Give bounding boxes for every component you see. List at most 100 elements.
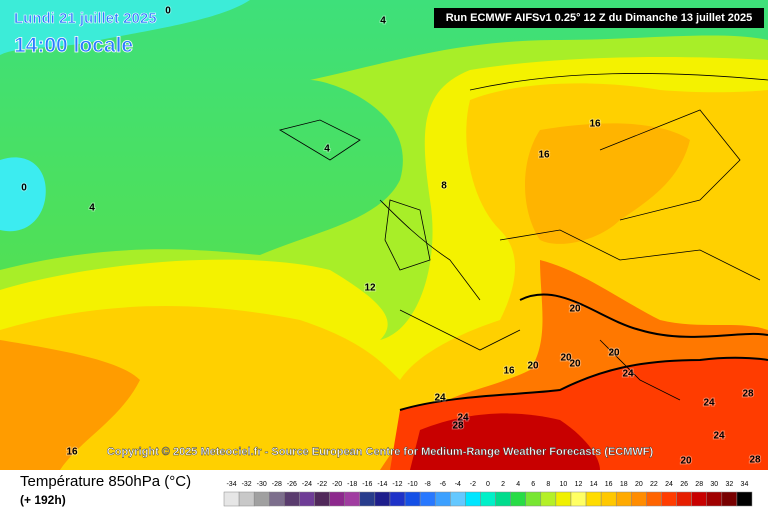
legend-label: -12	[392, 481, 402, 488]
contour-label: 20	[608, 348, 620, 359]
legend-swatch	[585, 491, 602, 507]
legend-swatch	[359, 491, 376, 507]
legend-swatch	[404, 491, 421, 507]
contour-label: 24	[713, 431, 725, 442]
legend-swatch	[299, 491, 315, 507]
legend-label: 0	[486, 481, 490, 488]
legend-label: -30	[257, 481, 267, 488]
legend-label: -16	[362, 481, 372, 488]
run-box	[434, 8, 764, 28]
legend-swatch	[495, 491, 511, 507]
contour-label: 20	[569, 359, 581, 370]
legend-label: 10	[560, 481, 568, 488]
legend-swatch	[570, 491, 587, 507]
legend-swatch	[238, 491, 255, 507]
legend-swatch	[555, 491, 572, 507]
contour-label: 12	[364, 283, 376, 294]
contour-label: 16	[538, 150, 550, 161]
legend-label: 28	[695, 481, 703, 488]
hot-area	[410, 413, 600, 470]
legend-label: 6	[531, 481, 535, 488]
legend-label: -4	[455, 481, 461, 488]
legend-label: 24	[665, 481, 673, 488]
legend-label: 22	[650, 481, 658, 488]
legend-swatch	[736, 491, 753, 507]
contour-label: 28	[452, 421, 464, 432]
legend-swatch	[600, 491, 617, 507]
legend-label: -20	[332, 481, 342, 488]
hot-area	[525, 123, 690, 244]
legend-label: -18	[347, 481, 357, 488]
contour-label: 4	[324, 144, 330, 155]
legend-swatch	[631, 491, 647, 507]
legend-label: -24	[302, 481, 312, 488]
legend-swatch	[223, 491, 240, 507]
contour-label: 20	[560, 353, 572, 364]
forecast-time: 14:00 locale	[14, 34, 133, 57]
legend-swatch	[253, 491, 270, 507]
legend-swatch	[284, 491, 300, 507]
legend-label: 30	[710, 481, 718, 488]
forecast-date: Lundi 21 juillet 2025	[14, 10, 157, 27]
copyright: Copyright © 2025 Meteociel.fr - Source E…	[107, 446, 654, 458]
legend-swatch	[540, 491, 557, 507]
isotherm	[519, 293, 768, 338]
legend-label: -8	[425, 481, 431, 488]
legend-label: 20	[635, 481, 643, 488]
coastline	[278, 73, 768, 401]
contour-label: 16	[589, 119, 601, 130]
contour-label: 4	[89, 203, 95, 214]
contour-label: 24	[622, 369, 634, 380]
legend-label: -14	[377, 481, 387, 488]
contour-label: 4	[380, 16, 386, 27]
contour-label: 20	[569, 304, 581, 315]
contour-label: 20	[527, 361, 539, 372]
legend-swatch	[269, 491, 285, 507]
legend-swatch	[706, 491, 723, 507]
contour-label: 20	[680, 456, 692, 467]
legend-label: 14	[590, 481, 598, 488]
legend-swatch	[374, 491, 391, 507]
legend-swatch	[344, 491, 361, 507]
legend-swatch	[615, 491, 632, 507]
run-info: Run ECMWF AIFSv1 0.25° 12 Z du Dimanche …	[446, 12, 753, 24]
legend-label: 18	[620, 481, 628, 488]
legend-swatch	[661, 491, 677, 507]
legend-label: -2	[470, 481, 476, 488]
legend-swatch	[480, 491, 496, 507]
legend-swatch	[525, 491, 542, 507]
contour-label: 28	[742, 389, 754, 400]
legend-label: -6	[440, 481, 446, 488]
legend-swatch	[465, 491, 481, 507]
legend-swatch	[314, 491, 330, 507]
footer-lead: (+ 192h)	[20, 493, 66, 507]
legend-label: -28	[272, 481, 282, 488]
contour-label: 28	[749, 455, 761, 466]
legend-label: 16	[605, 481, 613, 488]
legend-swatch	[419, 491, 436, 507]
legend-label: -34	[226, 481, 236, 488]
legend-label: 32	[725, 481, 733, 488]
contour-label: 16	[66, 447, 78, 458]
contour-label: 24	[457, 413, 469, 424]
contour-label: 0	[165, 6, 171, 17]
legend-label: -22	[317, 481, 327, 488]
cold-area	[0, 0, 250, 55]
legend-swatch	[510, 491, 526, 507]
footer-title: Température 850hPa (°C)	[20, 473, 191, 490]
contour-label: 24	[703, 398, 715, 409]
contour-label: 24	[434, 393, 446, 404]
legend-label: 26	[680, 481, 688, 488]
legend-swatch	[721, 491, 738, 507]
legend-label: 2	[501, 481, 505, 488]
legend-label: 8	[546, 481, 550, 488]
legend-label: -10	[408, 481, 418, 488]
legend-label: 4	[516, 481, 520, 488]
legend-label: -32	[242, 481, 252, 488]
contour-label: 16	[503, 366, 515, 377]
legend-swatch	[450, 491, 466, 507]
contour-label: 0	[21, 183, 27, 194]
legend-label: 12	[575, 481, 583, 488]
